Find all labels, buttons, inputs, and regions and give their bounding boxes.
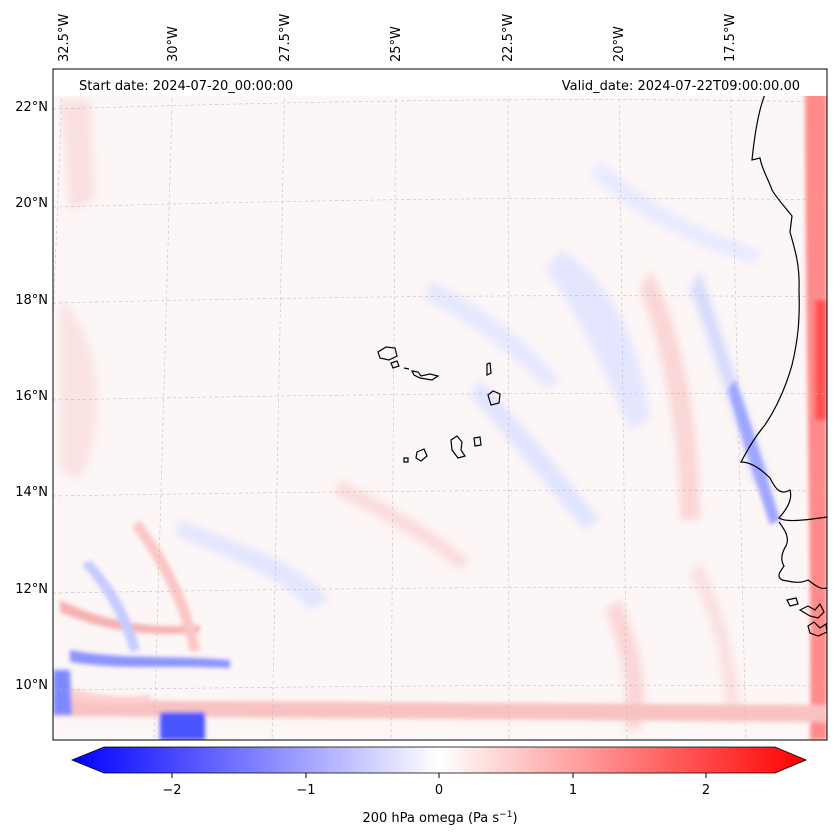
colorbar-body <box>70 746 808 774</box>
island-sao-vicente <box>390 360 400 369</box>
island-santa-luzia <box>403 367 410 370</box>
island-sal <box>486 362 492 376</box>
map-frame <box>52 68 828 741</box>
lat-label: 10°N <box>15 678 48 693</box>
lon-label: 20°W <box>612 26 627 62</box>
lat-label: 14°N <box>15 485 48 500</box>
colorbar-ticks <box>171 773 707 778</box>
omega-field-strong <box>53 69 827 740</box>
island-brava <box>403 457 409 463</box>
colorbar-tick-label: 0 <box>435 783 443 798</box>
colorbar-tick-label: −2 <box>162 783 181 798</box>
lat-label: 20°N <box>15 196 48 211</box>
latitude-labels: 22°N 20°N 18°N 16°N 14°N 12°N 10°N <box>15 100 48 693</box>
gridlines <box>53 69 827 740</box>
lon-label: 27.5°W <box>278 14 293 62</box>
colorbar-tick-label: 2 <box>702 783 710 798</box>
omega-field <box>53 69 827 740</box>
lat-label: 18°N <box>15 293 48 308</box>
island-boa-vista <box>487 390 501 406</box>
colorbar: −2 −1 0 1 2 200 hPa omega (Pa s−1) <box>70 746 808 826</box>
island-maio <box>473 436 482 447</box>
island-santo-antao <box>377 346 398 361</box>
valid-date-text: Valid_date: 2024-07-22T09:00:00.00 <box>562 79 800 94</box>
longitude-labels: 32.5°W 30°W 27.5°W 25°W 22.5°W 20°W 17.5… <box>57 14 738 62</box>
map-panel <box>53 69 827 740</box>
lon-label: 25°W <box>389 26 404 62</box>
colorbar-tick-label: −1 <box>296 783 315 798</box>
lon-label: 32.5°W <box>57 14 72 62</box>
island-sao-nicolau <box>410 370 440 381</box>
lon-label: 22.5°W <box>501 14 516 62</box>
island-santiago <box>450 435 466 459</box>
header-strip <box>53 69 827 96</box>
start-date-text: Start date: 2024-07-20_00:00:00 <box>79 79 293 94</box>
colorbar-title: 200 hPa omega (Pa s−1) <box>362 810 517 826</box>
lon-label: 30°W <box>166 26 181 62</box>
lat-label: 22°N <box>15 100 48 115</box>
cape-verde-islands <box>377 346 501 463</box>
lat-label: 12°N <box>15 582 48 597</box>
lat-label: 16°N <box>15 389 48 404</box>
island-fogo <box>415 448 428 462</box>
lon-label: 17.5°W <box>723 14 738 62</box>
colorbar-tick-label: 1 <box>569 783 577 798</box>
